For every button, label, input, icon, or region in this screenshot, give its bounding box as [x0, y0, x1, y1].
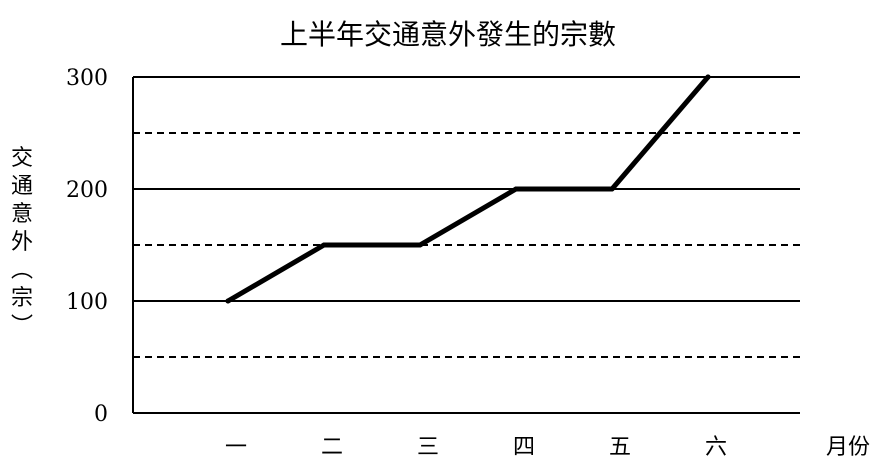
- y-tick-label: 300: [66, 66, 108, 91]
- data-point: [321, 242, 327, 248]
- grid-lines: [132, 76, 800, 414]
- y-axis-label-text: 交通意外︵宗︶: [11, 146, 33, 339]
- chart-title: 上半年交通意外發生的宗數: [280, 18, 616, 51]
- x-tick-label: 二: [321, 435, 343, 460]
- series-layer: [225, 74, 711, 304]
- y-tick-label: 200: [66, 178, 108, 203]
- y-tick-label: 0: [94, 402, 108, 427]
- data-point: [225, 298, 231, 304]
- x-axis-label: 月份: [826, 435, 870, 460]
- x-tick-labels: 一二三四五六: [225, 435, 727, 460]
- series-line-0: [225, 74, 711, 304]
- y-axis-label: 交通意外︵宗︶: [11, 146, 33, 339]
- data-point: [513, 186, 519, 192]
- y-tick-labels: 0 100 200 300: [66, 66, 108, 427]
- data-point: [609, 186, 615, 192]
- x-tick-label: 三: [417, 435, 439, 460]
- data-point: [705, 74, 711, 80]
- x-tick-label: 四: [513, 435, 535, 460]
- y-tick-label: 100: [66, 290, 108, 315]
- data-point: [417, 242, 423, 248]
- x-tick-label: 六: [705, 435, 727, 460]
- x-tick-label: 五: [609, 435, 631, 460]
- x-tick-label: 一: [225, 435, 247, 460]
